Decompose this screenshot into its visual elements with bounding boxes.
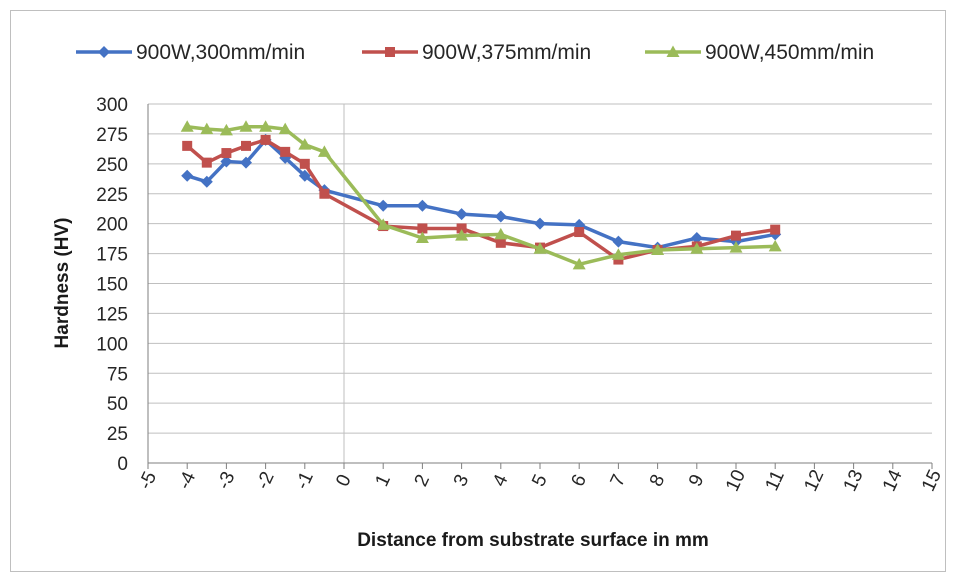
data-point xyxy=(416,199,429,212)
data-point xyxy=(201,157,212,168)
data-point xyxy=(574,227,585,238)
x-tick-label: 1 xyxy=(371,471,395,489)
x-tick-label: 8 xyxy=(646,471,670,489)
series-3 xyxy=(180,120,782,270)
data-point xyxy=(455,208,468,221)
data-point xyxy=(417,223,428,234)
y-tick-label: 75 xyxy=(107,364,128,385)
x-tick-labels: -5 -4 -3 -2 -1 0 1 2 3 4 5 6 7 8 9 10 11 12 13 14 15 xyxy=(135,466,946,494)
x-tick-label: 4 xyxy=(489,471,513,490)
legend-marker xyxy=(666,45,680,57)
data-point xyxy=(259,120,273,132)
data-point xyxy=(260,134,271,145)
data-point xyxy=(768,239,782,252)
y-tick-label: 25 xyxy=(107,424,128,445)
x-tick-label: 7 xyxy=(607,471,631,489)
x-tick-label: -2 xyxy=(253,469,279,493)
legend-item: 900W,300mm/min xyxy=(76,41,305,64)
y-tick-label: 175 xyxy=(96,245,128,266)
data-point xyxy=(690,242,704,254)
data-point xyxy=(611,248,625,260)
gridlines xyxy=(148,103,932,464)
x-tick-label: -1 xyxy=(292,469,318,493)
x-tick-label: 10 xyxy=(722,467,750,495)
y-tick-label: 50 xyxy=(107,394,128,415)
data-point xyxy=(729,241,743,253)
x-tick-label: 9 xyxy=(685,471,709,489)
x-tick-label: 2 xyxy=(411,471,435,489)
x-tick-label: -5 xyxy=(135,469,161,493)
data-point xyxy=(180,120,194,132)
legend-label: 900W,375mm/min xyxy=(422,41,591,64)
data-point xyxy=(494,227,508,240)
x-tick-label: 14 xyxy=(879,466,907,494)
data-point xyxy=(572,257,586,270)
y-tick-label: 225 xyxy=(96,185,128,206)
data-point xyxy=(534,217,546,230)
series-2 xyxy=(182,134,781,265)
legend-marker xyxy=(385,47,395,57)
data-point xyxy=(494,210,507,223)
data-point xyxy=(241,140,251,151)
data-point xyxy=(240,156,252,169)
legend-item: 900W,450mm/min xyxy=(645,41,874,64)
x-tick-label: 12 xyxy=(800,467,828,495)
x-tick-label: -4 xyxy=(174,468,200,493)
axes xyxy=(147,104,933,469)
legend-item: 900W,375mm/min xyxy=(362,41,591,64)
data-point xyxy=(299,158,310,169)
data-point xyxy=(298,138,312,150)
y-tick-label: 250 xyxy=(96,155,128,176)
y-tick-label: 0 xyxy=(117,454,128,475)
data-point xyxy=(690,232,703,245)
data-point xyxy=(200,122,214,135)
x-tick-label: 13 xyxy=(840,467,868,495)
y-tick-label: 200 xyxy=(96,215,128,236)
data-point xyxy=(533,242,547,254)
y-tick-label: 275 xyxy=(96,125,128,146)
data-point xyxy=(377,199,390,212)
x-tick-label: 11 xyxy=(762,467,789,494)
y-tick-label: 300 xyxy=(96,95,128,116)
data-point xyxy=(456,223,467,234)
x-tick-label: 6 xyxy=(567,471,591,489)
data-point xyxy=(317,145,331,157)
x-axis-title: Distance from substrate surface in mm xyxy=(357,530,709,551)
data-point xyxy=(239,120,253,132)
x-tick-label: 5 xyxy=(528,471,552,489)
data-point xyxy=(731,230,741,241)
x-tick-label: 3 xyxy=(450,471,474,489)
data-point xyxy=(278,122,292,135)
y-tick-label: 150 xyxy=(96,275,128,296)
y-tick-label: 100 xyxy=(96,334,128,355)
data-point xyxy=(181,169,194,182)
y-tick-labels: 0 25 50 75 100 125 150 175 200 225 250 275 300 xyxy=(96,95,128,475)
data-point xyxy=(200,175,213,188)
legend-marker xyxy=(98,46,110,58)
x-tick-label: 0 xyxy=(332,471,356,489)
legend-label: 900W,450mm/min xyxy=(705,41,874,64)
data-point xyxy=(319,188,330,199)
legend: 900W,300mm/min 900W,375mm/min 900W,450mm/m… xyxy=(76,41,874,64)
y-tick-label: 125 xyxy=(96,304,128,325)
data-point xyxy=(651,243,665,255)
data-point xyxy=(770,224,781,235)
data-point xyxy=(376,218,390,230)
data-point xyxy=(298,169,311,182)
data-point xyxy=(495,237,506,248)
data-point xyxy=(220,155,233,168)
legend-label: 900W,300mm/min xyxy=(136,41,305,64)
x-tick-label: 15 xyxy=(918,467,946,495)
data-point xyxy=(221,148,232,159)
series-group xyxy=(180,120,782,270)
data-point xyxy=(219,123,233,136)
data-point xyxy=(455,229,469,241)
data-point xyxy=(280,146,291,157)
y-axis-title: Hardness (HV) xyxy=(52,218,73,349)
data-point xyxy=(182,140,193,151)
data-point xyxy=(612,235,625,248)
x-tick-label: -3 xyxy=(213,469,239,493)
data-point xyxy=(415,231,429,244)
